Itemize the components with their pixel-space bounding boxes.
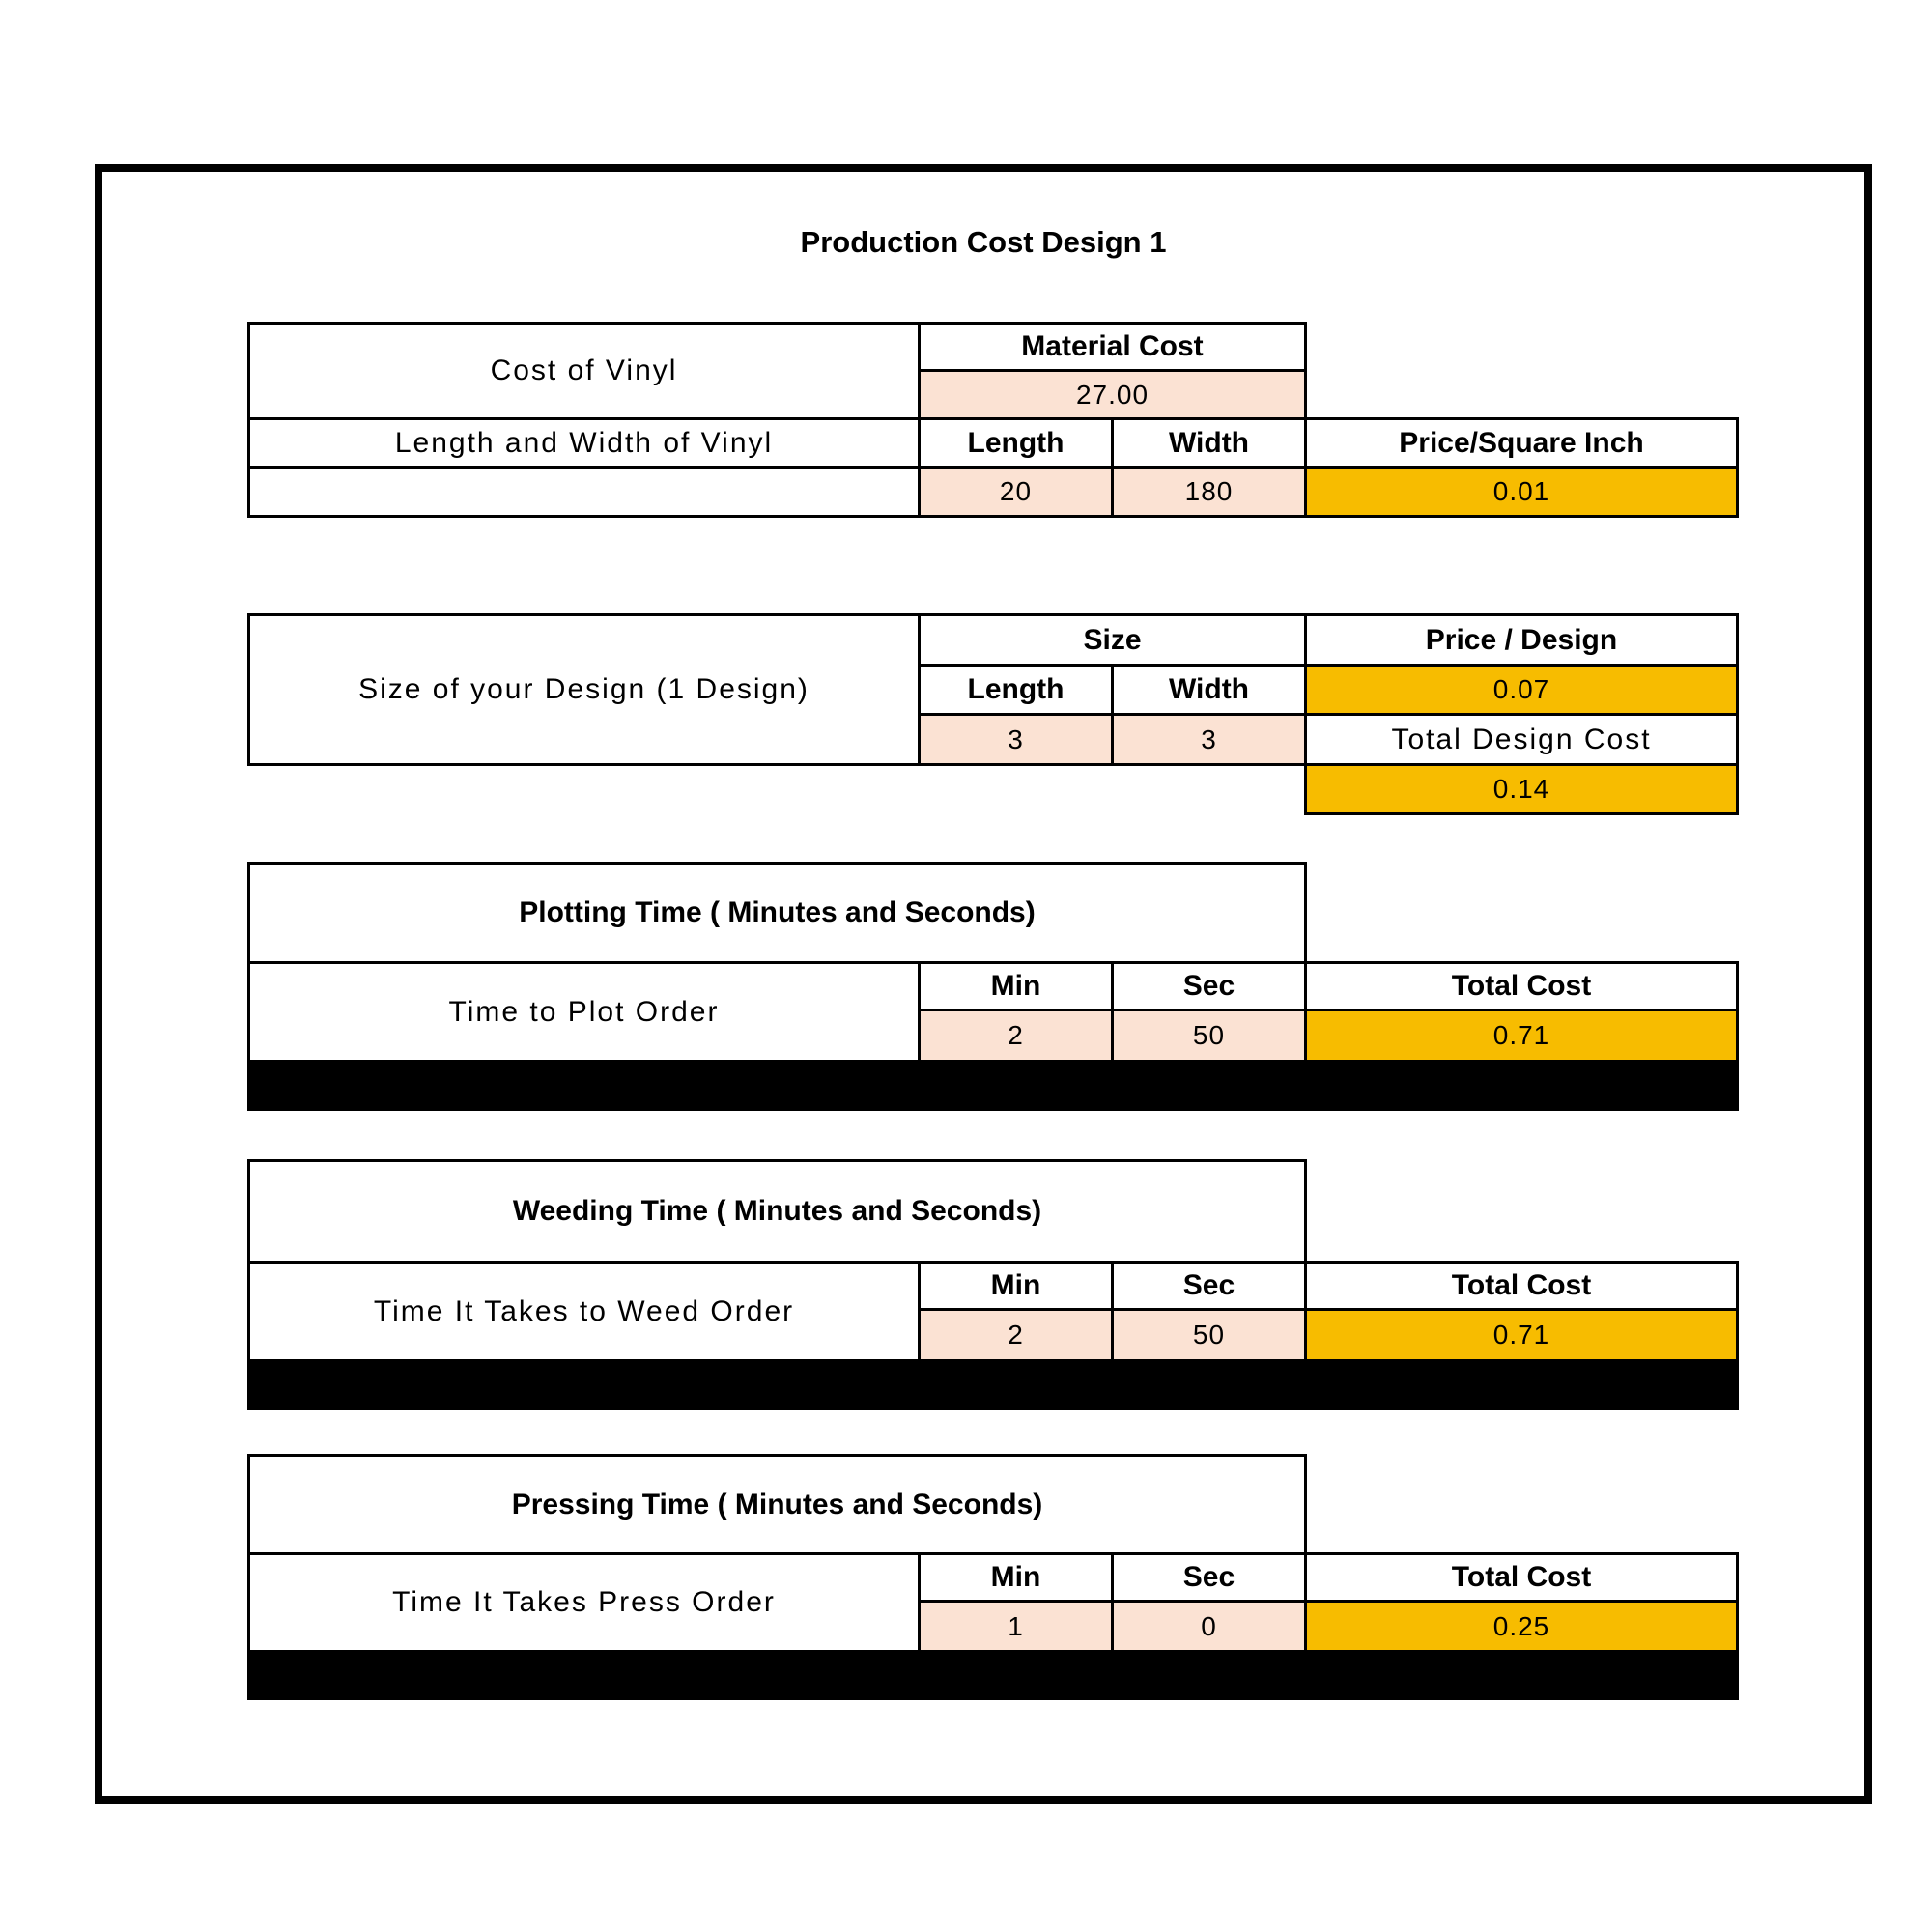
weeding-sec-header: Sec (1111, 1261, 1307, 1311)
weeding-row-label: Time It Takes to Weed Order (247, 1261, 921, 1362)
plotting-total-cost-header: Total Cost (1304, 961, 1739, 1011)
price-per-design-result-cell: 0.07 (1304, 664, 1739, 716)
pressing-sec-input-cell[interactable]: 0 (1111, 1600, 1307, 1653)
pressing-sec-header: Sec (1111, 1552, 1307, 1603)
pressing-total-cost-header: Total Cost (1304, 1552, 1739, 1603)
weeding-total-cost-header: Total Cost (1304, 1261, 1739, 1311)
vinyl-width-header: Width (1111, 417, 1307, 469)
plotting-min-input-cell[interactable]: 2 (918, 1009, 1114, 1063)
vinyl-dimensions-label: Length and Width of Vinyl (247, 417, 921, 469)
design-width-header: Width (1111, 664, 1307, 716)
vinyl-length-input-cell[interactable]: 20 (918, 466, 1114, 518)
vinyl-empty-cell (247, 466, 921, 518)
total-design-cost-header: Total Design Cost (1304, 713, 1739, 766)
price-per-design-header: Price / Design (1304, 613, 1739, 667)
design-width-input-cell[interactable]: 3 (1111, 713, 1307, 766)
vinyl-width-input-cell[interactable]: 180 (1111, 466, 1307, 518)
plotting-time-title: Plotting Time ( Minutes and Seconds) (247, 862, 1307, 964)
weeding-total-cost-result-cell: 0.71 (1304, 1308, 1739, 1362)
plotting-sec-header: Sec (1111, 961, 1307, 1011)
pressing-min-header: Min (918, 1552, 1114, 1603)
total-design-cost-result-cell: 0.14 (1304, 763, 1739, 815)
material-cost-input-cell[interactable]: 27.00 (918, 369, 1307, 420)
size-header: Size (918, 613, 1307, 667)
page-title: Production Cost Design 1 (800, 225, 1167, 259)
material-cost-header: Material Cost (918, 322, 1307, 372)
design-length-header: Length (918, 664, 1114, 716)
pressing-min-input-cell[interactable]: 1 (918, 1600, 1114, 1653)
price-per-sq-inch-result-cell: 0.01 (1304, 466, 1739, 518)
plotting-total-cost-result-cell: 0.71 (1304, 1009, 1739, 1063)
pressing-total-cost-result-cell: 0.25 (1304, 1600, 1739, 1653)
pressing-black-filler-bar (247, 1650, 1739, 1700)
plotting-min-header: Min (918, 961, 1114, 1011)
plotting-row-label: Time to Plot Order (247, 961, 921, 1063)
weeding-min-input-cell[interactable]: 2 (918, 1308, 1114, 1362)
plotting-sec-input-cell[interactable]: 50 (1111, 1009, 1307, 1063)
sheet-border-frame (95, 164, 1872, 1804)
vinyl-cost-label: Cost of Vinyl (247, 322, 921, 420)
weeding-min-header: Min (918, 1261, 1114, 1311)
pressing-time-title: Pressing Time ( Minutes and Seconds) (247, 1454, 1307, 1555)
weeding-sec-input-cell[interactable]: 50 (1111, 1308, 1307, 1362)
weeding-black-filler-bar (247, 1359, 1739, 1410)
vinyl-length-header: Length (918, 417, 1114, 469)
design-length-input-cell[interactable]: 3 (918, 713, 1114, 766)
plotting-black-filler-bar (247, 1060, 1739, 1111)
pressing-row-label: Time It Takes Press Order (247, 1552, 921, 1653)
price-per-sq-inch-header: Price/Square Inch (1304, 417, 1739, 469)
design-size-label: Size of your Design (1 Design) (247, 613, 921, 766)
weeding-time-title: Weeding Time ( Minutes and Seconds) (247, 1159, 1307, 1264)
